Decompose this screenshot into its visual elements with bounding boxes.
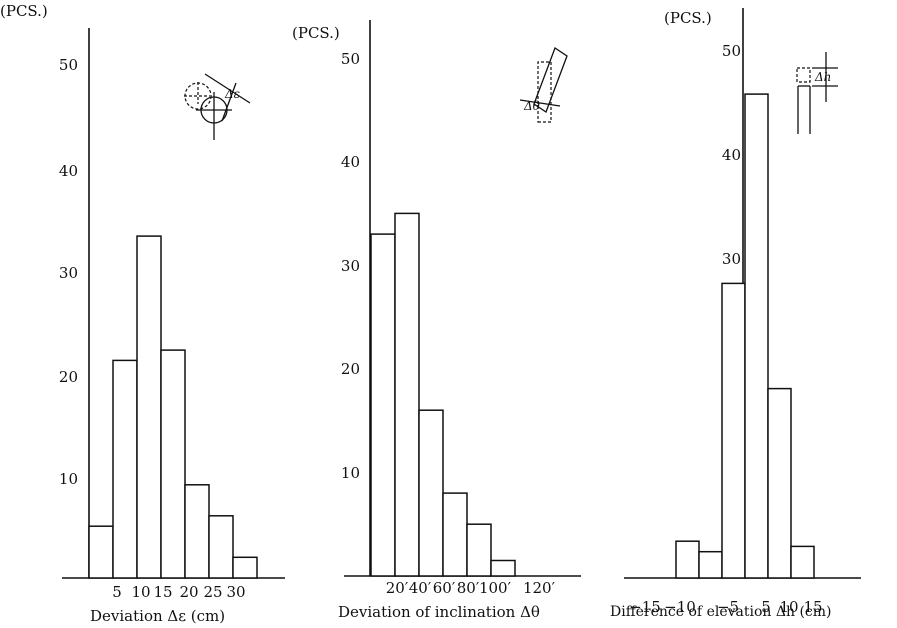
histogram-bar	[744, 93, 769, 579]
histogram-bar	[208, 515, 234, 579]
panel-1-y-tick-label: 20	[59, 368, 78, 386]
eccentricity-icon: Δε	[184, 73, 251, 140]
inclined-pile-icon: Δθ	[519, 47, 568, 123]
panel-1-y-tick-label: 50	[59, 56, 78, 74]
panel-2-x-tick-label: 80′	[457, 579, 480, 597]
panel-1-x-tick-label: 10	[131, 583, 150, 601]
panel-1-x-axis-label: Deviation Δε (cm)	[90, 607, 225, 625]
panel-3-x-tick-label: 10	[779, 598, 798, 616]
panel-3-x-tick-label: −15	[629, 598, 661, 616]
panel-deviation: (PCS.) 10 20 30 40 50 5 10 15 20 25 30 D…	[0, 2, 285, 625]
histogram-bar	[490, 559, 516, 577]
panel-2-y-tick-label: 10	[341, 464, 360, 482]
panel-1-x-tick-label: 25	[203, 583, 222, 601]
panel-2-y-tick-label: 40	[341, 153, 360, 171]
panel-2-x-tick-label: 40′	[409, 579, 432, 597]
histogram-bar	[675, 540, 700, 579]
panel-2-x-tick-label: 20′	[386, 579, 409, 597]
histogram-bar	[394, 212, 420, 577]
panel-1-x-tick-label: 20	[179, 583, 198, 601]
panel-2-y-tick-label: 20	[341, 360, 360, 378]
eccentricity-icon-label: Δε	[224, 87, 240, 101]
histogram-bar	[466, 523, 492, 577]
panel-2-x-axis-label: Deviation of inclination Δθ	[338, 603, 540, 621]
panel-inclination: (PCS.) 10 20 30 40 50 20′ 40′ 60′ 80′ 10…	[292, 20, 581, 621]
histogram-bar	[721, 282, 746, 579]
panel-1-x-tick-label: 30	[226, 583, 245, 601]
histogram-bar	[442, 492, 468, 577]
histogram-bar	[160, 349, 186, 579]
panel-2-x-tick-label: 120′	[523, 579, 556, 597]
panel-3-x-tick-label: 5	[761, 598, 771, 616]
panel-1-y-tick-label: 30	[59, 264, 78, 282]
panel-3-unit-label: (PCS.)	[664, 9, 712, 27]
panel-1-y-tick-label: 10	[59, 470, 78, 488]
panel-3-y-tick-label: 30	[722, 250, 741, 268]
elevation-icon: Δh	[796, 52, 838, 134]
histogram-bar	[418, 409, 444, 577]
panel-2-y-tick-label: 50	[341, 50, 360, 68]
histogram-bar	[767, 387, 792, 579]
histogram-bar	[790, 545, 815, 579]
panel-3-x-tick-label: −5	[717, 598, 739, 616]
histogram-bar	[88, 525, 114, 579]
panel-2-unit-label: (PCS.)	[292, 24, 340, 42]
panel-2-x-tick-label: 60′	[433, 579, 456, 597]
panel-2-bars	[370, 212, 516, 577]
panel-3-x-tick-label: 15	[803, 598, 822, 616]
panel-elevation: (PCS.) 10 20 30 40 50 −15 −10 −5 5 10 15…	[610, 8, 861, 620]
panel-1-x-tick-label: 5	[112, 583, 122, 601]
inclined-pile-icon-label: Δθ	[523, 99, 541, 113]
elevation-icon-label: Δh	[814, 70, 831, 84]
histogram-bar	[370, 233, 396, 577]
histogram-bar	[136, 235, 162, 579]
panel-3-y-tick-label: 40	[722, 146, 741, 164]
histogram-bar	[112, 359, 138, 579]
panel-1-bars	[88, 235, 258, 579]
panel-2-x-tick-label: 100′	[479, 579, 512, 597]
panel-2-y-tick-label: 30	[341, 257, 360, 275]
panel-3-x-tick-label: −10	[664, 598, 696, 616]
histogram-bar	[698, 550, 723, 579]
panel-1-unit-label: (PCS.)	[0, 2, 48, 20]
panel-1-x-tick-label: 15	[153, 583, 172, 601]
histogram-bar	[184, 484, 210, 579]
histogram-bar	[232, 556, 258, 579]
panel-3-x-axis-label: Difference of elevation Δh (cm)	[610, 604, 831, 620]
panel-3-y-tick-label: 50	[722, 42, 741, 60]
panel-3-bars	[675, 93, 815, 579]
panel-1-y-tick-label: 40	[59, 162, 78, 180]
